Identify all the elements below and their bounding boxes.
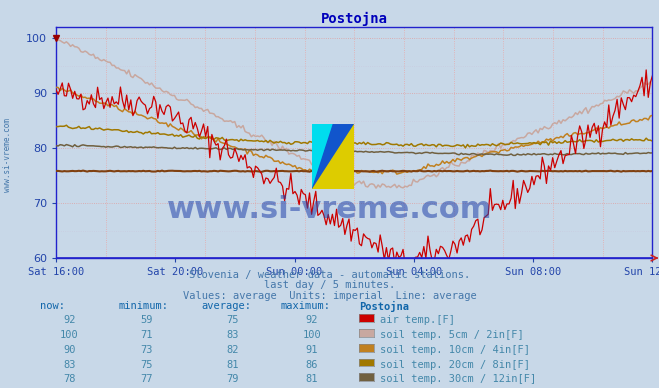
Text: minimum:: minimum: bbox=[119, 301, 169, 311]
Text: 75: 75 bbox=[227, 315, 239, 326]
Text: 82: 82 bbox=[227, 345, 239, 355]
Text: 81: 81 bbox=[306, 374, 318, 385]
Text: 81: 81 bbox=[227, 360, 239, 370]
Text: 78: 78 bbox=[63, 374, 75, 385]
Title: Postojna: Postojna bbox=[321, 12, 387, 26]
Text: 75: 75 bbox=[141, 360, 153, 370]
Text: 83: 83 bbox=[63, 360, 75, 370]
Text: 77: 77 bbox=[141, 374, 153, 385]
Text: 100: 100 bbox=[60, 330, 78, 340]
Text: 92: 92 bbox=[63, 315, 75, 326]
Text: Values: average  Units: imperial  Line: average: Values: average Units: imperial Line: av… bbox=[183, 291, 476, 301]
Text: 86: 86 bbox=[306, 360, 318, 370]
Text: soil temp. 10cm / 4in[F]: soil temp. 10cm / 4in[F] bbox=[380, 345, 530, 355]
Text: 79: 79 bbox=[227, 374, 239, 385]
Text: last day / 5 minutes.: last day / 5 minutes. bbox=[264, 280, 395, 290]
Text: 83: 83 bbox=[227, 330, 239, 340]
Text: Slovenia / weather data - automatic stations.: Slovenia / weather data - automatic stat… bbox=[189, 270, 470, 280]
Text: maximum:: maximum: bbox=[280, 301, 330, 311]
Text: 90: 90 bbox=[63, 345, 75, 355]
Text: www.si-vreme.com: www.si-vreme.com bbox=[3, 118, 13, 192]
Text: now:: now: bbox=[40, 301, 65, 311]
Text: 92: 92 bbox=[306, 315, 318, 326]
Text: average:: average: bbox=[201, 301, 251, 311]
Text: air temp.[F]: air temp.[F] bbox=[380, 315, 455, 326]
Text: www.si-vreme.com: www.si-vreme.com bbox=[167, 195, 492, 224]
Text: soil temp. 5cm / 2in[F]: soil temp. 5cm / 2in[F] bbox=[380, 330, 524, 340]
Polygon shape bbox=[312, 124, 355, 189]
Text: soil temp. 20cm / 8in[F]: soil temp. 20cm / 8in[F] bbox=[380, 360, 530, 370]
Text: soil temp. 30cm / 12in[F]: soil temp. 30cm / 12in[F] bbox=[380, 374, 536, 385]
Text: Postojna: Postojna bbox=[359, 301, 409, 312]
Text: 91: 91 bbox=[306, 345, 318, 355]
Polygon shape bbox=[312, 124, 355, 189]
Text: 71: 71 bbox=[141, 330, 153, 340]
Text: 73: 73 bbox=[141, 345, 153, 355]
Text: 100: 100 bbox=[302, 330, 321, 340]
Polygon shape bbox=[312, 124, 333, 189]
Text: 59: 59 bbox=[141, 315, 153, 326]
